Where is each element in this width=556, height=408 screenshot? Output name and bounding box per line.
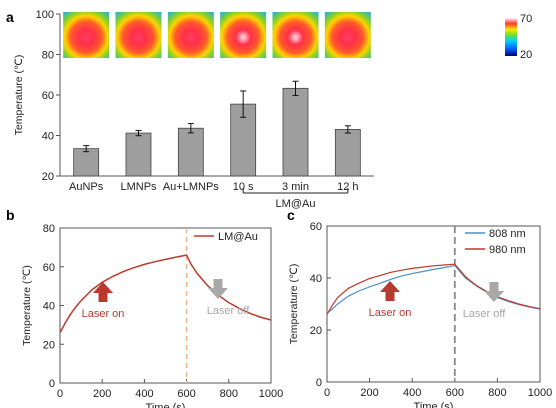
thermal-image [63, 12, 110, 58]
x-tick-label: 200 [93, 388, 111, 400]
series-line-0 [59, 254, 272, 333]
colorbar-max-label: 70 [520, 13, 532, 25]
laser-off-label: Laser off [207, 305, 251, 317]
y-tick-label: 40 [42, 131, 54, 143]
laser-on-label: Laser on [369, 307, 412, 319]
x-axis-label: Time (s) [146, 402, 186, 408]
bar [334, 129, 361, 177]
y-tick-label: 20 [310, 325, 322, 337]
x-tick-label: 800 [488, 387, 506, 399]
y-tick-label: 0 [49, 378, 55, 390]
legend-label: 808 nm [489, 228, 526, 240]
group-label: LM@Au [276, 198, 316, 210]
colorbar-min-label: 20 [520, 49, 532, 61]
plot-frame [326, 225, 541, 383]
x-tick-label: 600 [446, 387, 464, 399]
x-tick-label: 1000 [259, 388, 283, 400]
x-tick-label: 3 min [282, 181, 309, 193]
x-tick-label: Au+LMNPs [163, 181, 219, 193]
x-axis-label: Time (s) [414, 401, 454, 408]
y-tick-label: 40 [310, 273, 322, 285]
y-tick-label: 20 [42, 171, 54, 183]
thermal-image [272, 12, 319, 58]
x-tick-label: 400 [403, 387, 421, 399]
legend-label: 980 nm [489, 244, 526, 256]
x-tick-label: 10 s [233, 181, 254, 193]
x-tick-label: 400 [135, 388, 153, 400]
bar [177, 127, 204, 177]
panel-label-b: b [6, 207, 15, 223]
bar [73, 148, 100, 177]
y-axis-label: Temperature (℃) [13, 55, 25, 136]
laser-on-arrow [93, 282, 113, 302]
y-tick-label: 40 [43, 301, 55, 313]
colorbar [505, 18, 517, 56]
panel-label-a: a [6, 9, 14, 25]
x-tick-label: 200 [360, 387, 378, 399]
y-tick-label: 0 [316, 377, 322, 389]
y-axis-label: Temperature (℃) [21, 265, 33, 346]
thermal-image [167, 12, 214, 58]
x-tick-label: AuNPs [69, 181, 104, 193]
x-tick-label: 0 [57, 388, 63, 400]
laser-on-arrow [380, 281, 400, 301]
x-tick-label: 12 h [337, 181, 358, 193]
x-tick-label: 1000 [528, 387, 552, 399]
x-tick-label: 600 [177, 388, 195, 400]
x-tick-label: 800 [220, 388, 238, 400]
y-tick-label: 60 [310, 221, 322, 233]
y-tick-label: 80 [42, 50, 54, 62]
y-tick-label: 60 [43, 262, 55, 274]
y-tick-label: 80 [43, 223, 55, 235]
x-tick-label: 0 [324, 387, 330, 399]
x-tick-label: LMNPs [120, 181, 157, 193]
thermal-image [220, 12, 267, 58]
series-line-0 [326, 264, 541, 314]
y-tick-label: 100 [36, 9, 54, 21]
laser-off-label: Laser off [463, 308, 507, 320]
series-line-1 [326, 263, 541, 315]
y-axis-label: Temperature (℃) [288, 264, 300, 345]
panel-a: a 20 40 60 80 100 Temperature (℃) AuNPs LMNPs Au+… [6, 9, 532, 210]
laser-off-arrow [484, 282, 504, 302]
bar [230, 103, 257, 177]
y-tick-label: 60 [42, 90, 54, 102]
laser-off-arrow [208, 279, 228, 299]
legend-label: LM@Au [218, 231, 258, 243]
y-tick-label: 20 [43, 339, 55, 351]
laser-on-label: Laser on [82, 308, 125, 320]
bar [125, 132, 152, 177]
panel-label-c: c [287, 207, 295, 223]
bar [282, 87, 309, 177]
thermal-image [324, 12, 371, 58]
thermal-image [115, 12, 162, 58]
